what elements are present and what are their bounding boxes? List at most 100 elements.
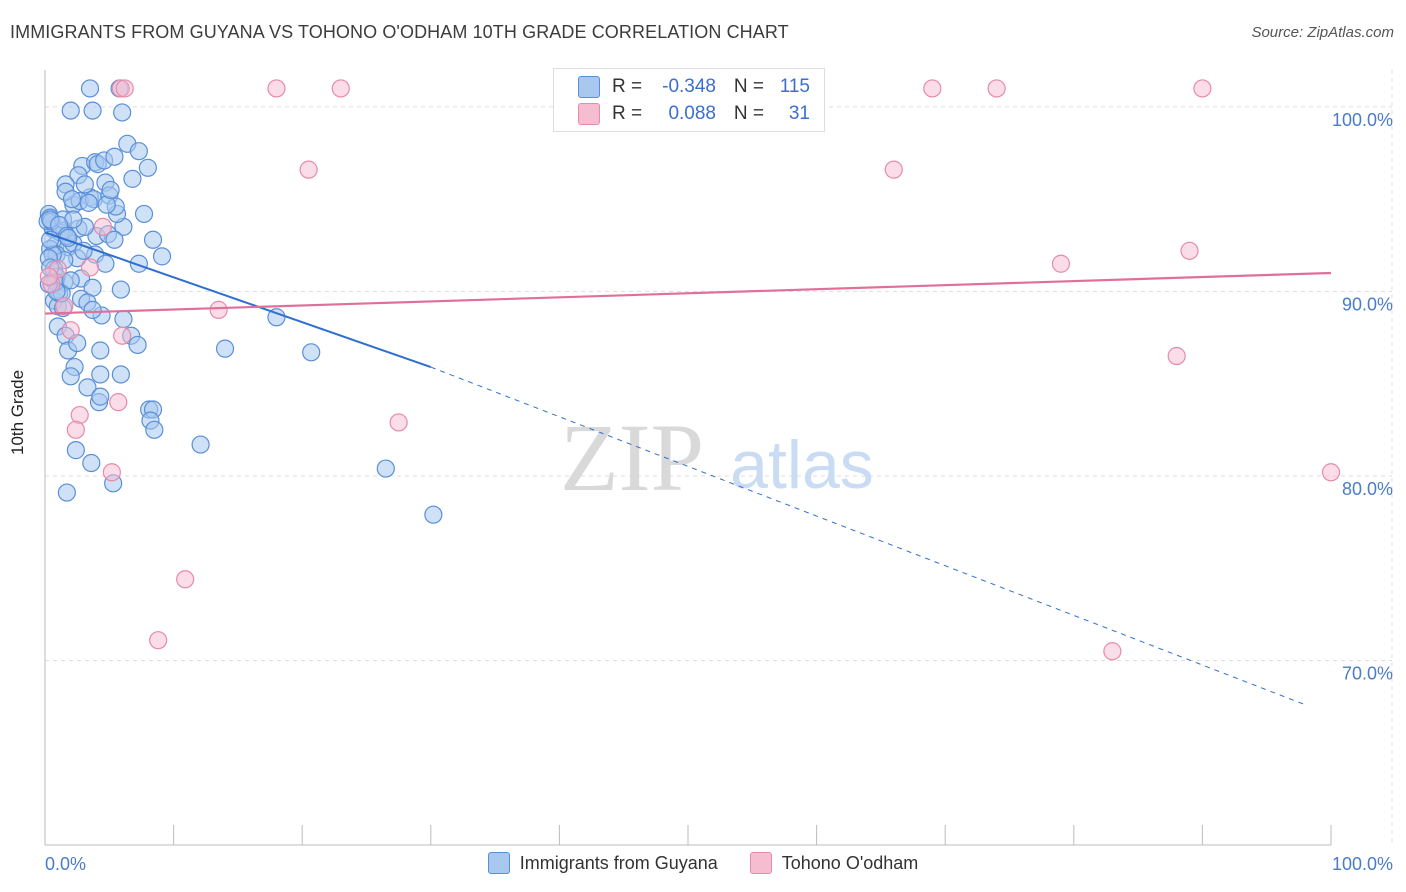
data-point-tohono [115,79,134,98]
stats-n-value: 31 [788,103,810,124]
data-point-guyana [113,103,132,122]
stats-n-value: 115 [779,76,810,97]
data-point-tohono [923,79,942,98]
data-point-tohono [176,570,195,589]
data-point-guyana [191,435,210,454]
data-point-tohono [61,321,80,340]
data-point-guyana [91,387,110,406]
data-point-guyana [57,483,76,502]
data-point-guyana [82,453,101,473]
stats-row-guyana: R = -0.348 N = 115 [578,73,810,101]
data-point-tohono [1103,642,1122,661]
data-point-guyana [215,339,235,358]
data-point-guyana [91,341,110,360]
y-tick-label: 90.0% [1342,294,1393,314]
legend-item-tohono[interactable]: Tohono O'odham [749,852,919,874]
data-point-guyana [111,280,130,299]
watermark: ZIP atlas [560,404,874,511]
data-point-guyana [61,271,80,290]
data-point-tohono [66,420,85,439]
data-point-guyana [152,247,172,266]
data-point-tohono [331,79,350,98]
trend-line-tohono [44,271,1332,315]
x-tick-label: 0.0% [45,854,86,874]
data-point-guyana [79,193,98,212]
trend-lines [44,231,1332,706]
data-point-tohono [1167,346,1186,366]
data-point-tohono [209,300,228,319]
data-point-guyana [143,230,163,249]
gridlines [45,70,1393,845]
stats-n-label: N = [733,76,764,97]
chart-title: IMMIGRANTS FROM GUYANA VS TOHONO O'ODHAM… [10,22,789,42]
data-point-guyana [114,310,133,329]
data-point-guyana [61,101,80,120]
guyana-swatch-icon [578,76,600,98]
legend: Immigrants from Guyana Tohono O'odham [0,852,1406,874]
data-point-guyana [424,505,443,524]
data-point-guyana [66,441,85,460]
tohono-swatch-icon [578,103,600,125]
data-point-guyana [91,365,110,384]
data-point-guyana [129,254,148,273]
data-point-guyana [61,367,80,386]
source-label: Source: ZipAtlas.com [1251,24,1394,41]
stats-box: R = -0.348 N = 115 R = 0.088 N = 31 [553,68,825,132]
series-tohono-points [39,79,1341,661]
stats-row-tohono: R = 0.088 N = 31 [578,100,810,128]
data-point-tohono [80,258,100,277]
x-tick-label: 100.0% [1332,854,1393,874]
data-point-guyana [128,335,147,355]
guyana-legend-swatch-icon [487,852,510,874]
data-point-tohono [267,79,286,98]
data-point-tohono [1051,254,1071,273]
axes [44,70,1332,846]
stats-r-value: -0.348 [662,76,716,97]
stats-r-value: 0.088 [668,103,716,124]
tick-labels: 100.0% 90.0% 80.0% 70.0% 0.0% 100.0% [45,110,1393,874]
watermark-zip: ZIP [560,404,704,511]
data-point-tohono [884,160,903,179]
y-tick-label: 70.0% [1342,663,1393,683]
data-point-guyana [129,142,148,161]
data-point-tohono [149,631,168,650]
data-point-guyana [111,365,130,384]
data-point-guyana [105,230,124,249]
data-point-guyana [96,254,115,273]
data-point-guyana [267,308,286,327]
trend-line-guyana [44,231,432,369]
data-point-guyana [83,300,102,319]
data-point-tohono [109,393,128,412]
data-point-guyana [123,169,142,188]
data-point-tohono [39,267,58,286]
data-point-guyana [105,147,124,166]
stats-r-label: R = [612,103,643,124]
data-point-guyana [80,79,100,98]
legend-item-guyana[interactable]: Immigrants from Guyana [487,852,718,874]
data-point-tohono [1180,241,1199,260]
data-point-tohono [987,79,1006,98]
stats-r-label: R = [612,76,643,97]
data-point-tohono [93,217,112,236]
data-point-guyana [145,420,164,439]
data-point-tohono [55,297,74,316]
data-point-guyana [78,378,97,397]
legend-label-guyana: Immigrants from Guyana [519,852,718,873]
data-point-guyana [138,158,157,177]
data-point-tohono [1193,79,1212,98]
data-point-guyana [75,175,94,194]
data-point-guyana [134,204,154,224]
watermark-atlas: atlas [730,427,874,503]
legend-label-tohono: Tohono O'odham [781,852,919,873]
data-point-guyana [101,180,120,200]
data-point-guyana [83,101,102,120]
data-point-guyana [62,190,82,209]
data-point-tohono [113,326,132,345]
data-point-guyana [302,343,321,362]
trend-line-guyana-extension [430,366,1306,706]
y-tick-label: 80.0% [1342,479,1393,499]
stats-n-label: N = [733,103,764,124]
y-axis-label: 10th Grade [8,369,27,455]
y-tick-label: 100.0% [1332,110,1393,130]
